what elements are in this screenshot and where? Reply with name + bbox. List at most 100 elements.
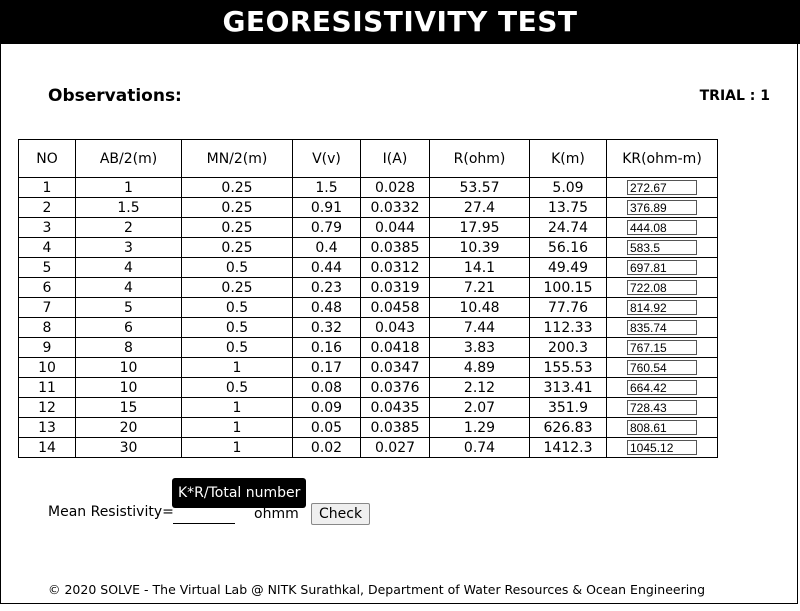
table-row: 9 8 0.5 0.16 0.0418 3.83 200.3 [18,337,718,358]
table-cell: 2.12 [429,377,530,398]
table-cell: 15 [75,397,182,418]
kr-cell [606,397,718,418]
table-cell: 6 [18,277,76,298]
table-cell: 4.89 [429,357,530,378]
table-cell: 0.0376 [360,377,430,398]
table-cell: 0.0312 [360,257,430,278]
kr-cell [606,357,718,378]
table-cell: 626.83 [529,417,607,438]
table-cell: 77.76 [529,297,607,318]
table-cell: 0.16 [292,337,361,358]
table-cell: 0.79 [292,217,361,238]
mean-resistivity-input[interactable] [173,506,235,524]
table-cell: 0.0347 [360,357,430,378]
kr-input[interactable] [627,260,697,275]
table-row: 5 4 0.5 0.44 0.0312 14.1 49.49 [18,257,718,278]
table-cell: 0.4 [292,237,361,258]
table-cell: 0.5 [181,377,293,398]
table-cell: 14.1 [429,257,530,278]
table-row: 8 6 0.5 0.32 0.043 7.44 112.33 [18,317,718,338]
table-cell: 0.5 [181,297,293,318]
table-cell: 0.25 [181,277,293,298]
table-cell: 27.4 [429,197,530,218]
table-cell: 56.16 [529,237,607,258]
table-cell: 0.027 [360,437,430,458]
column-header: NO [18,139,76,178]
table-cell: 1 [181,357,293,378]
table-cell: 2 [75,217,182,238]
kr-input[interactable] [627,180,697,195]
table-cell: 0.0458 [360,297,430,318]
table-cell: 4 [75,277,182,298]
kr-cell [606,177,718,198]
table-cell: 0.25 [181,237,293,258]
kr-input[interactable] [627,360,697,375]
kr-cell [606,277,718,298]
table-cell: 0.044 [360,217,430,238]
table-cell: 0.09 [292,397,361,418]
table-row: 6 4 0.25 0.23 0.0319 7.21 100.15 [18,277,718,298]
column-header: K(m) [529,139,607,178]
table-cell: 0.5 [181,337,293,358]
mean-resistivity-unit: ohmm [254,506,299,522]
table-cell: 0.0435 [360,397,430,418]
check-button[interactable]: Check [311,503,371,525]
kr-input[interactable] [627,440,697,455]
table-cell: 0.028 [360,177,430,198]
kr-input[interactable] [627,280,697,295]
table-cell: 53.57 [429,177,530,198]
table-cell: 8 [18,317,76,338]
table-row: 2 1.5 0.25 0.91 0.0332 27.4 13.75 [18,197,718,218]
table-cell: 49.49 [529,257,607,278]
table-cell: 1.29 [429,417,530,438]
kr-input[interactable] [627,400,697,415]
kr-cell [606,417,718,438]
kr-input[interactable] [627,300,697,315]
kr-input[interactable] [627,200,697,215]
table-cell: 100.15 [529,277,607,298]
mean-resistivity-label: Mean Resistivity= [48,504,174,520]
column-header: V(v) [292,139,361,178]
table-cell: 1.5 [75,197,182,218]
table-cell: 24.74 [529,217,607,238]
table-cell: 10.48 [429,297,530,318]
kr-cell [606,437,718,458]
table-cell: 5 [18,257,76,278]
table-cell: 0.0319 [360,277,430,298]
table-cell: 0.02 [292,437,361,458]
table-row: 4 3 0.25 0.4 0.0385 10.39 56.16 [18,237,718,258]
kr-input[interactable] [627,340,697,355]
table-row: 14 30 1 0.02 0.027 0.74 1412.3 [18,437,718,458]
table-cell: 4 [18,237,76,258]
kr-input[interactable] [627,380,697,395]
table-row: 12 15 1 0.09 0.0435 2.07 351.9 [18,397,718,418]
table-cell: 11 [18,377,76,398]
table-row: 11 10 0.5 0.08 0.0376 2.12 313.41 [18,377,718,398]
kr-input[interactable] [627,220,697,235]
table-body: 110.251.50.02853.575.0921.50.250.910.033… [18,177,718,458]
table-cell: 1 [75,177,182,198]
table-row: 3 2 0.25 0.79 0.044 17.95 24.74 [18,217,718,238]
table-cell: 12 [18,397,76,418]
table-cell: 10.39 [429,237,530,258]
table-cell: 0.74 [429,437,530,458]
trial-label: TRIAL : 1 [699,88,770,104]
table-cell: 0.32 [292,317,361,338]
table-cell: 200.3 [529,337,607,358]
table-cell: 112.33 [529,317,607,338]
table-cell: 13.75 [529,197,607,218]
table-cell: 2 [18,197,76,218]
table-cell: 7.44 [429,317,530,338]
kr-input[interactable] [627,240,697,255]
table-cell: 1 [181,437,293,458]
kr-input[interactable] [627,420,697,435]
kr-cell [606,237,718,258]
table-cell: 20 [75,417,182,438]
table-cell: 6 [75,317,182,338]
observations-table: NO AB/2(m) MN/2(m) V(v) I(A) R(ohm) K(m) KR(ohm… [18,139,718,458]
table-cell: 4 [75,257,182,278]
table-cell: 313.41 [529,377,607,398]
table-cell: 0.23 [292,277,361,298]
kr-input[interactable] [627,320,697,335]
table-cell: 14 [18,437,76,458]
